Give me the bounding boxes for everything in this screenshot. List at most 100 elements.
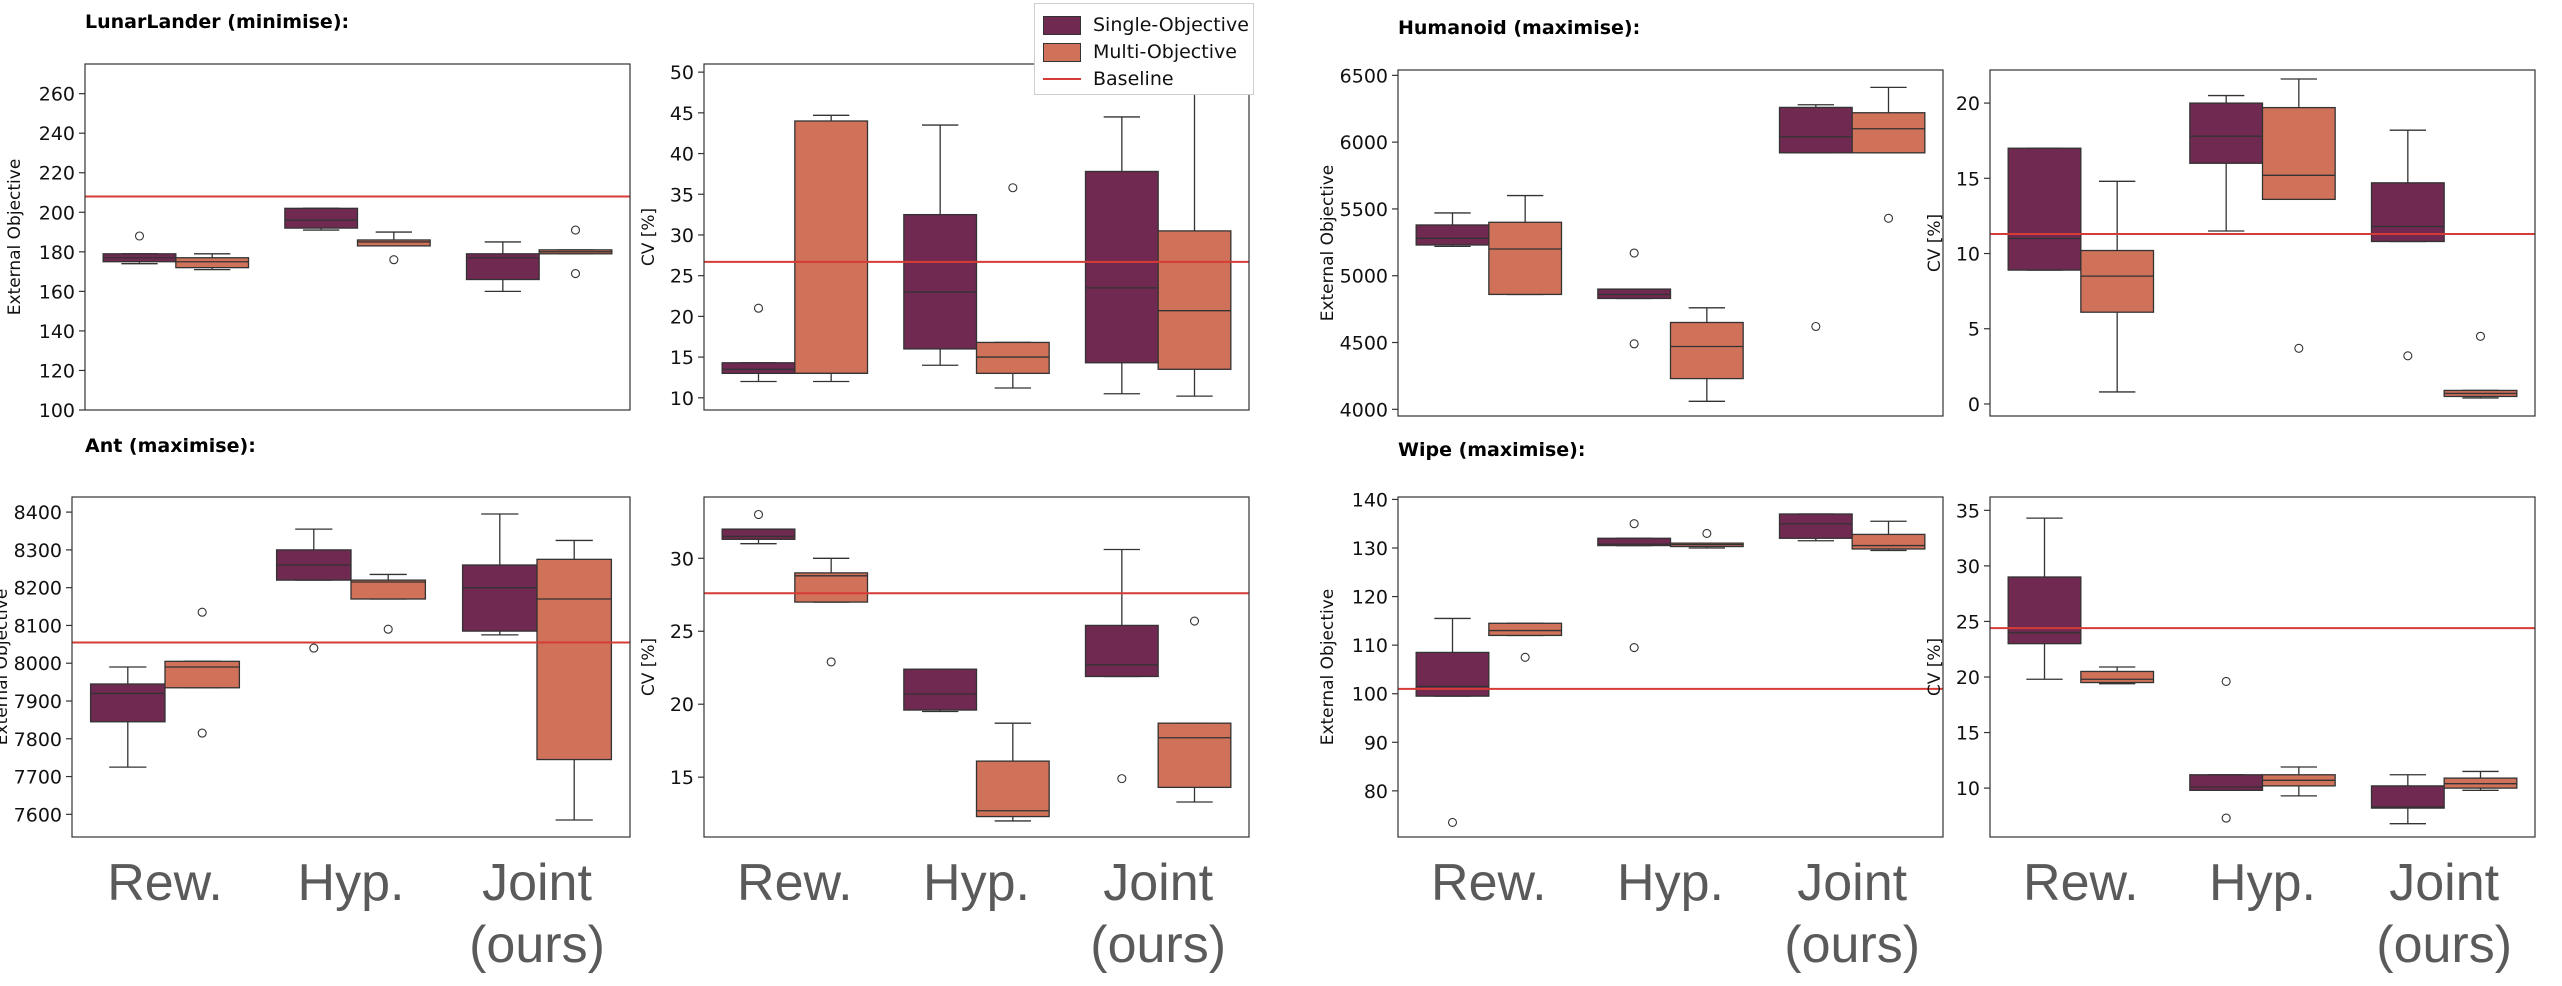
group-title: Humanoid (maximise): xyxy=(1398,17,1640,39)
legend-swatch-single xyxy=(1043,15,1081,35)
box-single-0 xyxy=(2007,147,2082,271)
plot-area xyxy=(85,195,630,293)
box-single-1 xyxy=(2189,676,2264,823)
box-single-1 xyxy=(903,124,978,366)
y-axis-label: External Objective xyxy=(0,589,12,746)
box-multi-1 xyxy=(2261,78,2336,353)
outlier-point xyxy=(753,303,764,313)
box-body xyxy=(2189,102,2264,164)
axes-frame xyxy=(1397,69,1944,417)
y-tick-label: 25 xyxy=(670,266,694,288)
box-multi-0 xyxy=(1488,622,1563,662)
outlier-point xyxy=(1883,213,1894,223)
group-title: Ant (maximise): xyxy=(85,435,256,457)
y-tick-label: 30 xyxy=(670,548,694,570)
axes-frame xyxy=(1989,69,2536,417)
category-label-ours: (ours) xyxy=(469,916,605,974)
y-tick-label: 80 xyxy=(1364,781,1388,803)
category-label-ours: (ours) xyxy=(1090,916,1226,974)
box-body xyxy=(1778,106,1853,154)
box-body xyxy=(1157,230,1232,370)
y-tick-label: 130 xyxy=(1352,538,1388,560)
panel-ant-external: Ant (maximise): 7600 7700 7800 7900 8000 8100 8… xyxy=(0,435,631,838)
category-label: Rew. xyxy=(737,854,853,912)
box-body xyxy=(975,760,1050,818)
y-tick-label: 10 xyxy=(1956,244,1980,266)
category-label: Rew. xyxy=(1431,854,1547,912)
panel-wipe-cv: 10 15 20 25 30 35 CV [%] xyxy=(1925,496,2536,838)
box-body xyxy=(284,207,359,229)
box-multi-1 xyxy=(1669,528,1744,549)
box-single-0 xyxy=(2007,517,2082,680)
box-single-2 xyxy=(1084,116,1159,395)
y-tick-label: 8300 xyxy=(14,540,62,562)
y-tick-label: 6000 xyxy=(1340,132,1388,154)
box-body xyxy=(2261,106,2336,201)
outlier-point xyxy=(2221,676,2231,686)
box-single-1 xyxy=(275,528,352,653)
box-body xyxy=(1084,170,1159,364)
box-single-2 xyxy=(1778,513,1853,542)
plot-area xyxy=(1990,78,2535,399)
y-tick-label: 160 xyxy=(39,281,75,303)
outlier-point xyxy=(826,657,836,667)
panel-lunarlander-cv: 10 15 20 25 30 35 40 45 50 CV [%] xyxy=(639,62,1250,411)
box-multi-0 xyxy=(2080,180,2155,393)
plot-area xyxy=(1990,517,2535,825)
category-label: Rew. xyxy=(2023,854,2139,912)
box-body xyxy=(2370,182,2445,243)
category-labels: Rew. Hyp. Joint(ours)Rew. Hyp. Joint(ours)Re… xyxy=(107,854,2512,974)
box-single-2 xyxy=(461,513,538,636)
y-tick-label: 20 xyxy=(1956,93,1980,115)
y-tick-label: 20 xyxy=(670,694,694,716)
y-tick-label: 30 xyxy=(1956,556,1980,578)
y-tick-label: 15 xyxy=(1956,168,1980,190)
box-multi-2 xyxy=(536,539,613,821)
box-multi-1 xyxy=(1669,307,1744,402)
box-multi-2 xyxy=(1851,520,1926,552)
category-label: Joint xyxy=(1797,854,1907,912)
y-tick-label: 200 xyxy=(39,202,75,224)
y-tick-label: 8100 xyxy=(14,615,62,637)
box-body xyxy=(350,579,427,600)
y-tick-label: 7900 xyxy=(14,691,62,713)
box-multi-2 xyxy=(1157,79,1232,397)
y-axis-label: External Objective xyxy=(1318,165,1338,322)
box-multi-1 xyxy=(356,231,431,265)
panel-wipe-external: Wipe (maximise): 80 90 100 110 120 130 140 Exter… xyxy=(1318,439,1944,838)
box-multi-2 xyxy=(1851,86,1926,223)
box-body xyxy=(2080,249,2155,313)
legend-label-baseline: Baseline xyxy=(1093,68,1174,90)
y-tick-label: 7800 xyxy=(14,729,62,751)
outlier-point xyxy=(570,225,581,235)
box-body xyxy=(356,239,431,247)
box-multi-1 xyxy=(975,722,1050,822)
box-single-0 xyxy=(89,666,166,768)
y-tick-label: 240 xyxy=(39,123,75,145)
box-body xyxy=(1597,288,1672,300)
box-single-2 xyxy=(2370,129,2445,361)
box-single-2 xyxy=(1084,548,1159,784)
category-label: Hyp. xyxy=(298,854,405,912)
y-tick-label: 110 xyxy=(1352,635,1388,657)
group-title: LunarLander (minimise): xyxy=(85,11,349,33)
box-body xyxy=(1851,112,1926,154)
outlier-point xyxy=(2221,813,2231,823)
y-tick-label: 30 xyxy=(670,225,694,247)
legend-line-baseline xyxy=(1043,78,1081,80)
y-axis-label: CV [%] xyxy=(639,638,659,696)
y-tick-label: 4000 xyxy=(1340,399,1388,421)
y-tick-label: 5000 xyxy=(1340,266,1388,288)
axes-frame xyxy=(703,496,1250,838)
box-body xyxy=(975,341,1050,375)
plot-area xyxy=(1415,86,1926,402)
box-body xyxy=(1851,533,1926,550)
box-body xyxy=(2189,774,2264,791)
box-multi-0 xyxy=(794,114,869,383)
outlier-point xyxy=(1520,652,1530,662)
box-multi-0 xyxy=(164,607,241,738)
outlier-point xyxy=(1702,528,1712,538)
box-body xyxy=(794,120,869,375)
outlier-point xyxy=(1811,321,1821,332)
y-tick-label: 120 xyxy=(39,360,75,382)
